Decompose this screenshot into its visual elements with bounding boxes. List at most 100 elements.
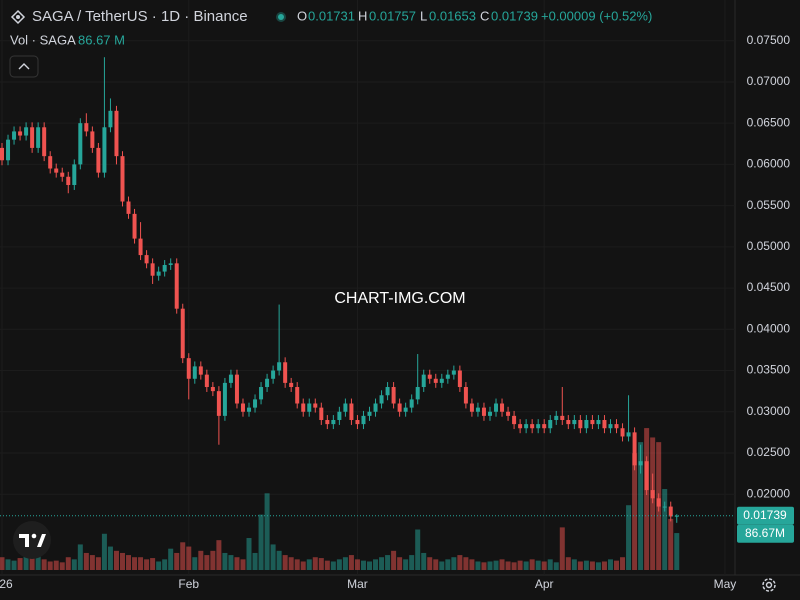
volume-bar	[222, 552, 228, 570]
volume-bar	[499, 559, 505, 570]
volume-bar	[192, 557, 198, 570]
volume-bar	[342, 557, 348, 570]
volume-bar	[228, 555, 234, 570]
volume-bar	[373, 559, 379, 570]
volume-bar	[348, 555, 354, 570]
grid	[0, 0, 735, 575]
volume-bar	[0, 557, 5, 570]
volume-bar	[282, 555, 288, 570]
candle-body	[54, 168, 59, 173]
volume-bar	[324, 560, 330, 570]
candle-body	[668, 506, 673, 517]
candle-body	[192, 366, 197, 379]
candle-body	[120, 156, 125, 202]
close-label: C	[480, 8, 489, 23]
volume-bar	[156, 561, 162, 570]
volume-bar	[589, 561, 595, 570]
price-label-box	[737, 506, 794, 525]
candle-body	[307, 403, 312, 412]
symbol: SAGA / TetherUS · 1D · Binance	[32, 8, 248, 25]
volume-bar	[113, 550, 119, 570]
x-tick-label: Feb	[178, 577, 199, 591]
candle-body	[198, 366, 203, 375]
candle-body	[373, 403, 378, 412]
candle-body	[379, 395, 384, 404]
volume-bar	[162, 559, 168, 570]
volume-bar	[601, 561, 607, 570]
volume-bar	[354, 559, 360, 570]
candle-body	[500, 403, 505, 412]
candle-body	[463, 387, 468, 404]
volume-bar	[330, 561, 336, 570]
settings-icon[interactable]	[762, 578, 776, 592]
volume-bar	[607, 559, 613, 570]
x-tick-label: May	[714, 577, 737, 591]
volume-bar	[571, 559, 577, 570]
collapse-button[interactable]	[9, 55, 39, 78]
candle-body	[548, 419, 553, 429]
y-tick-label: 0.02000	[747, 486, 791, 500]
volume-bar	[505, 561, 511, 570]
candles	[0, 57, 679, 523]
y-tick-label: 0.06500	[747, 115, 791, 129]
last-price-label: 0.01739	[743, 508, 787, 522]
candle-body	[108, 110, 113, 128]
last-volume-label: 86.67M	[745, 526, 785, 540]
candle-body	[457, 370, 462, 388]
volume-bar	[529, 559, 535, 570]
candle-body	[421, 374, 426, 388]
candle-body	[114, 110, 119, 157]
volume-bar	[439, 561, 445, 570]
candle-body	[560, 415, 565, 420]
volume-bar	[174, 552, 180, 570]
volume-bar	[336, 559, 342, 570]
volume-value: 86.67 M	[78, 32, 125, 47]
candle-body	[313, 403, 318, 408]
symbol-icon	[10, 9, 26, 25]
candle-body	[150, 263, 155, 276]
candle-body	[650, 490, 655, 499]
candle-body	[253, 399, 258, 408]
candle-body	[126, 201, 131, 214]
volume-bar	[138, 557, 144, 570]
volume-bar	[577, 561, 583, 570]
candle-body	[385, 387, 390, 396]
volume-bar	[553, 562, 559, 570]
volume-bar	[541, 561, 547, 570]
volume-bar	[367, 561, 372, 570]
candle-body	[355, 419, 360, 425]
candle-body	[277, 362, 282, 371]
volume-bar	[17, 558, 23, 570]
volume-bar	[595, 562, 601, 570]
volume-bar	[620, 557, 626, 570]
close-value: 0.01739	[491, 8, 538, 23]
candle-body	[132, 213, 137, 239]
candle-body	[222, 382, 227, 416]
candle-body	[626, 432, 631, 437]
candle-body	[397, 403, 402, 412]
candle-body	[572, 419, 577, 425]
candle-body	[138, 238, 143, 256]
candle-body	[439, 378, 444, 383]
volume-bar	[481, 562, 487, 570]
y-tick-label: 0.07500	[747, 33, 791, 47]
volume-bar	[204, 555, 210, 570]
volume-bar	[445, 559, 451, 570]
volume-bar	[391, 550, 397, 570]
volume-bar	[493, 560, 499, 570]
candle-body	[578, 419, 583, 429]
legend: SAGA / TetherUS · 1D · Binance O 0.01731…	[9, 8, 652, 78]
volume-bar	[583, 560, 589, 570]
volume-bar	[403, 559, 409, 570]
low-label: L	[420, 8, 427, 23]
candle-body	[18, 131, 23, 136]
volume-bar	[71, 559, 77, 570]
candle-body	[403, 407, 408, 412]
volume-bar	[409, 555, 415, 570]
candle-body	[84, 123, 89, 132]
candle-body	[602, 419, 607, 429]
candle-body	[349, 403, 354, 420]
volume-bar	[632, 453, 638, 570]
candle-body	[174, 263, 179, 309]
